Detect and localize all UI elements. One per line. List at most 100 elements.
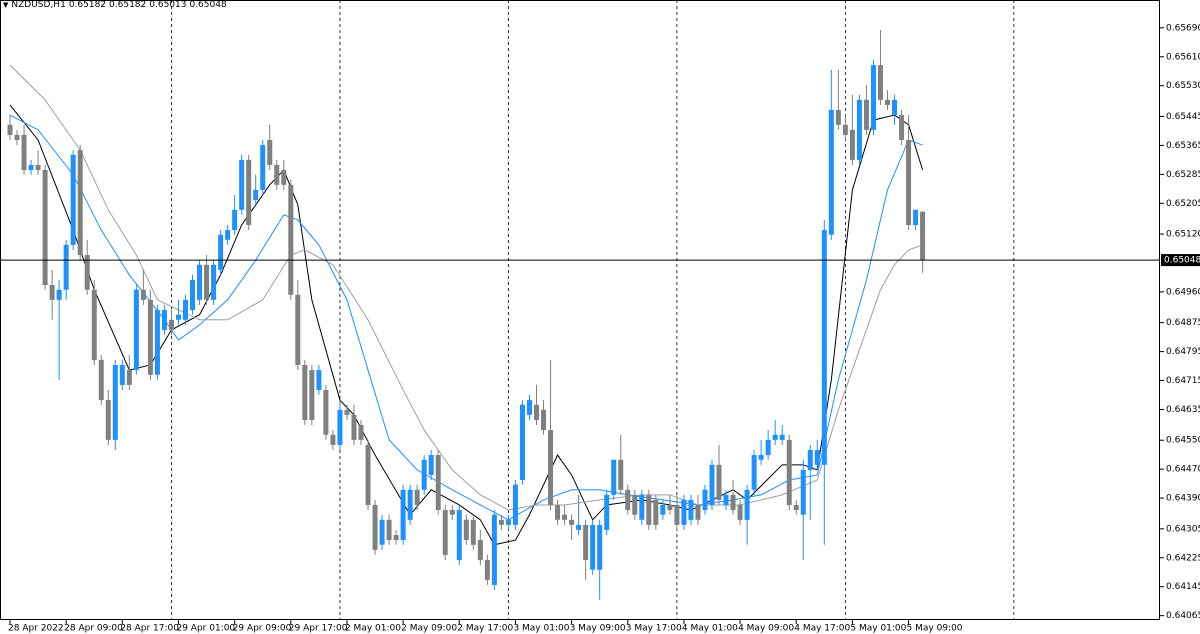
candle-body — [604, 494, 610, 530]
candle-body — [632, 494, 638, 515]
candle-body — [253, 189, 259, 201]
x-tick-label: 29 Apr 01:00 — [176, 624, 235, 634]
candle-body — [892, 99, 898, 116]
candle-body — [204, 264, 210, 300]
candle-body — [105, 400, 111, 440]
y-tick-label: 0.65445 — [1166, 112, 1200, 122]
x-tick-label: 29 Apr 17:00 — [289, 624, 348, 634]
candle-body — [688, 499, 694, 520]
candle-body — [281, 170, 287, 185]
candle-body — [744, 489, 750, 520]
candle-body — [765, 439, 771, 456]
candle-body — [849, 129, 855, 160]
candle-body — [877, 65, 883, 100]
candle-body — [21, 134, 27, 171]
candle-body — [414, 489, 420, 505]
y-tick-label: 0.64875 — [1166, 318, 1200, 328]
y-tick-label: 0.64550 — [1166, 436, 1200, 446]
candle-body — [870, 65, 876, 130]
candle-body — [295, 294, 301, 365]
candle-body — [379, 519, 385, 545]
y-tick-label: 0.64145 — [1166, 582, 1200, 592]
ohlc-open: 0.65182 — [68, 0, 107, 10]
y-tick-label: 0.64065 — [1166, 611, 1200, 621]
candle-body — [386, 519, 392, 541]
candle-body — [562, 514, 568, 520]
candle-body — [484, 559, 490, 580]
candle-body — [98, 359, 104, 401]
x-tick-label: 3 May 01:00 — [513, 624, 569, 634]
candle-body — [491, 514, 497, 585]
candle-body — [625, 489, 631, 511]
candle-body — [28, 164, 34, 171]
candle-body — [576, 524, 582, 530]
y-tick-label: 0.64390 — [1166, 494, 1200, 504]
candle-body — [807, 449, 813, 470]
candle-body — [555, 504, 561, 520]
ohlc-low: 0.65013 — [149, 0, 187, 10]
x-tick-label: 2 May 17:00 — [457, 624, 513, 634]
candle-body — [274, 164, 280, 185]
candle-body — [723, 494, 729, 505]
candle-body — [42, 170, 48, 286]
candle-body — [147, 299, 153, 375]
candle-body — [246, 159, 252, 225]
x-tick-label: 28 Apr 09:00 — [64, 624, 123, 634]
candle-body — [477, 540, 483, 560]
candle-body — [140, 289, 146, 300]
current-price-label: 0.65048 — [1164, 256, 1200, 266]
ohlc-high: 0.65182 — [109, 0, 147, 10]
x-tick-label: 5 May 01:00 — [850, 624, 906, 634]
candle-body — [225, 230, 231, 240]
y-tick-label: 0.64960 — [1166, 287, 1200, 297]
y-tick-label: 0.65365 — [1166, 141, 1200, 151]
x-tick-label: 4 May 09:00 — [738, 624, 794, 634]
candle-body — [906, 139, 912, 225]
x-tick-label: 2 May 01:00 — [345, 624, 401, 634]
candle-body — [70, 154, 76, 245]
candle-body — [112, 364, 118, 440]
candle-body — [548, 430, 554, 505]
x-tick-label: 28 Apr 2022 — [8, 624, 64, 634]
current-price-box — [1161, 254, 1200, 267]
candle-body — [828, 109, 834, 235]
candle-body — [758, 455, 764, 460]
x-tick-label: 4 May 01:00 — [682, 624, 738, 634]
candle-body — [365, 444, 371, 505]
candle-body — [681, 499, 687, 525]
candle-body — [239, 159, 245, 210]
candle-body — [498, 519, 504, 525]
candle-body — [421, 459, 427, 490]
candle-body — [639, 494, 645, 520]
candle-body — [56, 289, 62, 300]
candle-body — [913, 209, 919, 225]
candle-body — [14, 134, 20, 140]
y-tick-label: 0.65610 — [1166, 52, 1200, 62]
candle-body — [590, 524, 596, 570]
x-tick-label: 2 May 09:00 — [401, 624, 457, 634]
y-tick-label: 0.64635 — [1166, 405, 1200, 415]
candle-body — [400, 489, 406, 541]
y-tick-label: 0.65690 — [1166, 23, 1200, 33]
candle-body — [288, 184, 294, 295]
candle-body — [7, 124, 13, 135]
candle-body — [126, 370, 132, 385]
candle-body — [751, 455, 757, 490]
candle-body — [197, 264, 203, 300]
candle-body — [779, 434, 785, 440]
candle-body — [407, 489, 413, 520]
candle-body — [133, 289, 139, 371]
y-tick-label: 0.65120 — [1166, 230, 1200, 240]
candle-body — [35, 164, 41, 171]
candle-body — [358, 425, 364, 440]
dropdown-arrow[interactable]: ▼ — [3, 1, 9, 9]
chart-header: ▼ NZDUSD,H1 0.65182 0.65182 0.65013 0.65048 — [3, 0, 230, 10]
candle-body — [814, 449, 820, 465]
candle-body — [330, 434, 336, 445]
candle-body — [316, 370, 322, 390]
x-tick-label: 3 May 09:00 — [570, 624, 626, 634]
candle-body — [84, 255, 90, 290]
candle-body — [885, 99, 890, 105]
